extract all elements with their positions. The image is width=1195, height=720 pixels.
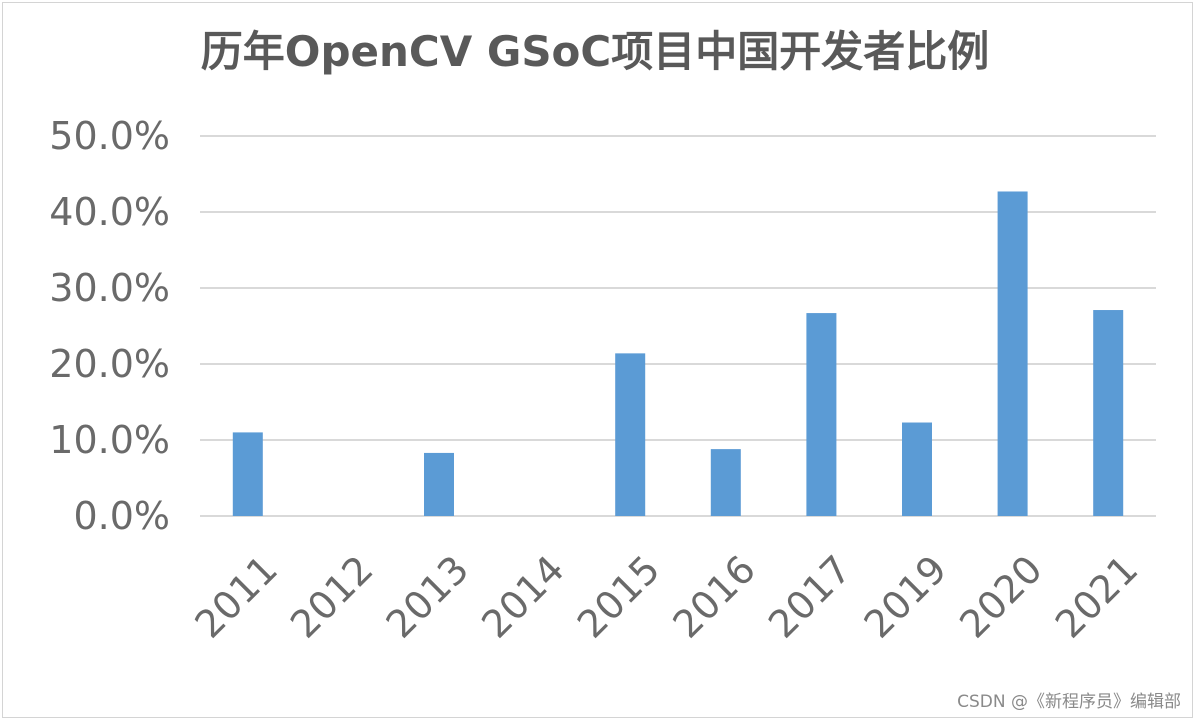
y-tick-label: 50.0% [49,114,170,158]
x-tick-label: 2012 [282,547,382,647]
x-tick-label: 2013 [378,547,478,647]
bar-2015 [615,353,646,516]
bar-2011 [232,432,263,516]
watermark: CSDN @《新程序员》编辑部 [957,692,1181,712]
bar-2013 [424,452,454,516]
y-tick-label: 30.0% [49,266,170,310]
y-tick-label: 10.0% [49,418,170,462]
bar-2017 [806,313,837,516]
x-tick-label: 2017 [760,547,860,647]
y-tick-label: 20.0% [49,342,170,386]
y-tick-label: 0.0% [73,494,170,538]
x-tick-label: 2020 [951,547,1051,647]
bar-2016 [710,449,741,516]
x-tick-label: 2021 [1047,547,1147,647]
bar-2019 [902,422,932,516]
x-tick-label: 2011 [186,547,286,647]
bar-2021 [1093,310,1124,516]
chart-title: 历年OpenCV GSoC项目中国开发者比例 [201,27,990,76]
x-tick-label: 2015 [569,547,669,647]
x-tick-label: 2014 [473,547,573,647]
gridlines [200,135,1156,517]
y-tick-label: 40.0% [49,190,170,234]
x-tick-label: 2016 [664,547,764,647]
bar-2020 [997,191,1028,517]
x-tick-label: 2019 [856,547,956,647]
bars [232,191,1124,517]
y-axis-ticks: 0.0% 10.0% 20.0% 30.0% 40.0% 50.0% [49,114,170,538]
